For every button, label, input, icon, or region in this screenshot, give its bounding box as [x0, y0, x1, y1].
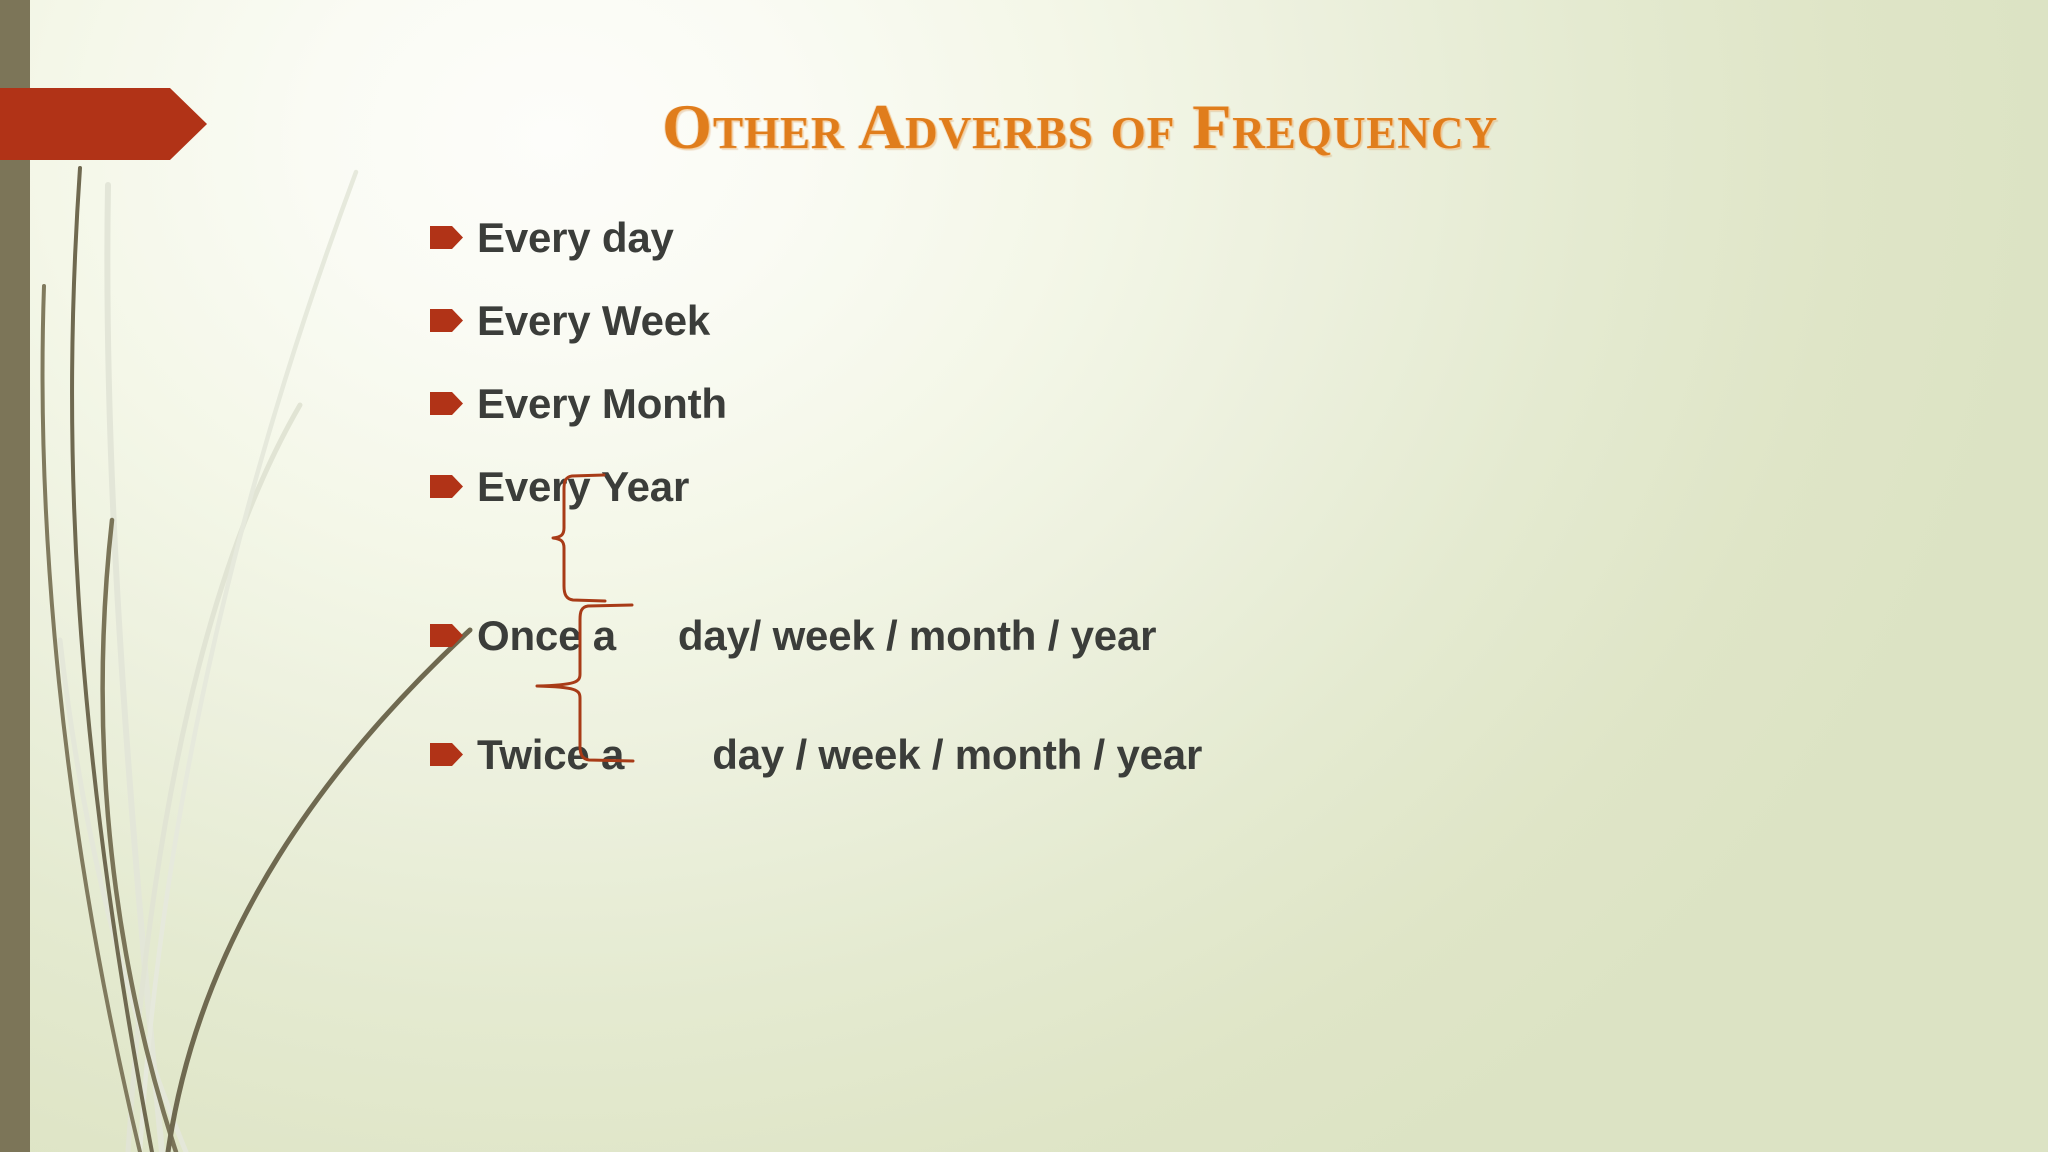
- list-item: Every Year: [430, 445, 1930, 528]
- group-options-label: day / week / month / year: [712, 730, 1203, 778]
- list-item-grouped: Twice a day / week / month / year: [430, 713, 1930, 796]
- list-item-label: Every Week: [477, 296, 711, 344]
- group-options-label: day/ week / month / year: [677, 611, 1157, 659]
- grass-decoration: [40, 166, 473, 1152]
- list-item-label: Every Month: [477, 379, 727, 427]
- arrow-bullet-icon: [430, 475, 463, 498]
- arrow-bullet-icon: [430, 309, 463, 332]
- page-title: Other Adverbs of Frequency: [662, 91, 1498, 162]
- bullet-list: Every day Every Week Every Month Every Y…: [430, 196, 1930, 796]
- list-item-grouped: Once a day/ week / month / year: [430, 594, 1930, 677]
- group-lead-label: Twice a: [477, 730, 625, 778]
- group-lead-label: Once a: [477, 611, 616, 659]
- arrow-bullet-icon: [430, 392, 463, 415]
- list-item: Every day: [430, 196, 1930, 279]
- arrow-bullet-icon: [430, 743, 463, 766]
- arrow-bullet-icon: [430, 226, 463, 249]
- list-item: Every Week: [430, 279, 1930, 362]
- list-item: Every Month: [430, 362, 1930, 445]
- left-edge-bar: [0, 0, 30, 1152]
- list-item-label: Every Year: [477, 462, 690, 510]
- arrow-bullet-icon: [430, 624, 463, 647]
- red-arrow-banner: [0, 88, 207, 160]
- list-item-label: Every day: [477, 213, 674, 261]
